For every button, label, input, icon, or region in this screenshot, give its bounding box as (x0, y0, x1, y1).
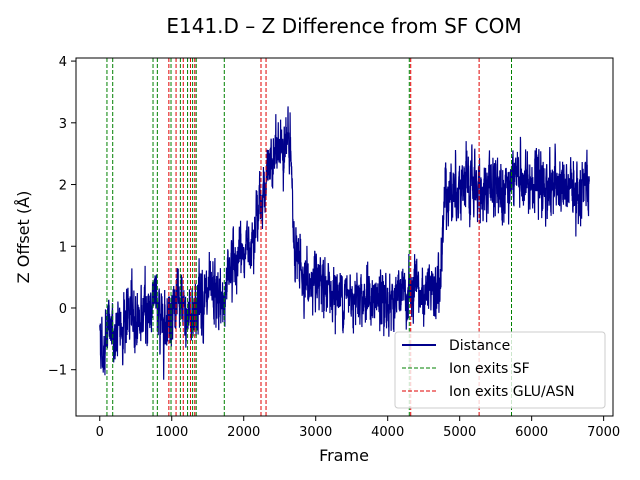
x-tick-label-6: 6000 (515, 425, 548, 440)
y-axis: −1 0 1 2 3 4 (48, 55, 76, 379)
legend: Distance Ion exits SF Ion exits GLU/ASN (394, 331, 606, 409)
legend-label-ion-exits-glu-asn: Ion exits GLU/ASN (449, 384, 575, 400)
y-tick-label-5: 4 (59, 55, 67, 70)
x-tick-label-1: 1000 (155, 425, 188, 440)
x-tick-label-7: 7000 (587, 425, 620, 440)
axes-frame (75, 57, 614, 417)
y-tick-label-4: 3 (59, 117, 67, 132)
chart-title: E141.D – Z Difference from SF COM (166, 14, 521, 38)
series-line-distance (99, 106, 590, 380)
x-tick-label-4: 4000 (371, 425, 404, 440)
y-axis-label: Z Offset (Å) (14, 191, 33, 284)
x-axis: 0 1000 2000 3000 4000 5000 6000 7000 (96, 416, 620, 440)
legend-label-distance: Distance (449, 338, 510, 354)
plot-area (99, 58, 590, 416)
y-tick-label-1: 0 (59, 302, 67, 317)
x-tick-label-0: 0 (96, 425, 104, 440)
x-tick-label-2: 2000 (227, 425, 260, 440)
legend-label-ion-exits-sf: Ion exits SF (449, 361, 530, 377)
legend-box (394, 331, 606, 409)
x-axis-label: Frame (319, 446, 369, 465)
x-tick-label-5: 5000 (443, 425, 476, 440)
y-tick-label-0: −1 (48, 364, 67, 379)
x-tick-label-3: 3000 (299, 425, 332, 440)
y-tick-label-2: 1 (59, 240, 67, 255)
y-tick-label-3: 2 (59, 179, 67, 194)
